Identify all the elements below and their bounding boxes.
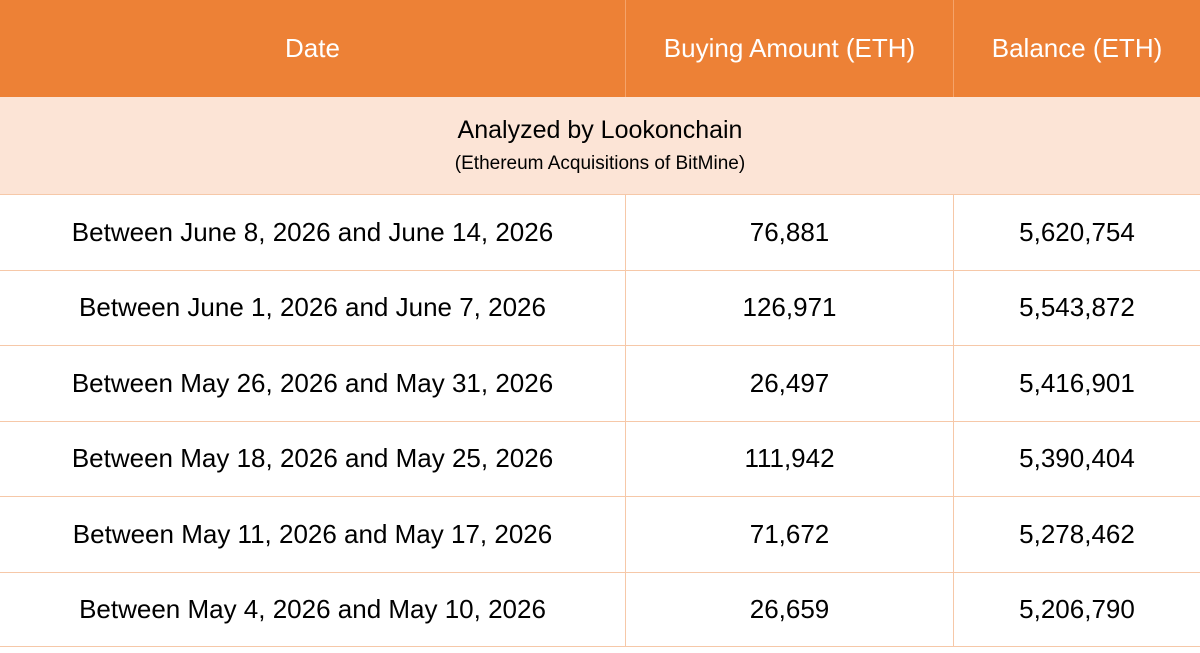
cell-balance: 5,416,901 [1019,367,1135,398]
table-row: Between May 4, 2026 and May 10, 2026 26,… [0,571,1200,647]
cell-date: Between May 4, 2026 and May 10, 2026 [0,572,626,646]
table-header-row: Date Buying Amount (ETH) Balance (ETH) [0,0,1200,97]
table-row: Between June 8, 2026 and June 14, 2026 7… [0,194,1200,270]
cell-buying-amount: 126,971 [626,270,954,345]
cell-balance: 5,543,872 [1019,292,1135,323]
cell-date: Between May 26, 2026 and May 31, 2026 [0,346,626,421]
cell-buying-amount: 26,497 [626,346,954,421]
cell-date: Between June 8, 2026 and June 14, 2026 [0,195,626,270]
cell-date: Between June 1, 2026 and June 7, 2026 [0,270,626,345]
table-row: Between May 11, 2026 and May 17, 2026 71… [0,496,1200,572]
cell-buying-amount: 76,881 [626,195,954,270]
subheader-title: Analyzed by Lookonchain [457,115,743,144]
cell-balance: 5,620,754 [1019,216,1135,247]
cell-buying-amount: 26,659 [626,572,954,646]
cell-date: Between May 18, 2026 and May 25, 2026 [0,421,626,496]
table-row: Between June 1, 2026 and June 7, 2026 12… [0,269,1200,345]
cell-balance: 5,206,790 [1019,593,1135,624]
header-date: Date [0,0,626,97]
cell-buying-amount: 71,672 [626,497,954,572]
subheader-subtitle: (Ethereum Acquisitions of BitMine) [454,152,746,174]
header-balance: Balance (ETH) [991,33,1163,63]
table-row: Between May 26, 2026 and May 31, 2026 26… [0,345,1200,421]
header-buying-amount: Buying Amount (ETH) [626,0,954,97]
table-row: Between May 18, 2026 and May 25, 2026 11… [0,420,1200,496]
table-subheader: Analyzed by Lookonchain (Ethereum Acquis… [0,97,1200,194]
cell-date: Between May 11, 2026 and May 17, 2026 [0,497,626,572]
cell-buying-amount: 111,942 [626,421,954,496]
cell-balance: 5,390,404 [1019,443,1135,474]
cell-balance: 5,278,462 [1019,518,1135,549]
